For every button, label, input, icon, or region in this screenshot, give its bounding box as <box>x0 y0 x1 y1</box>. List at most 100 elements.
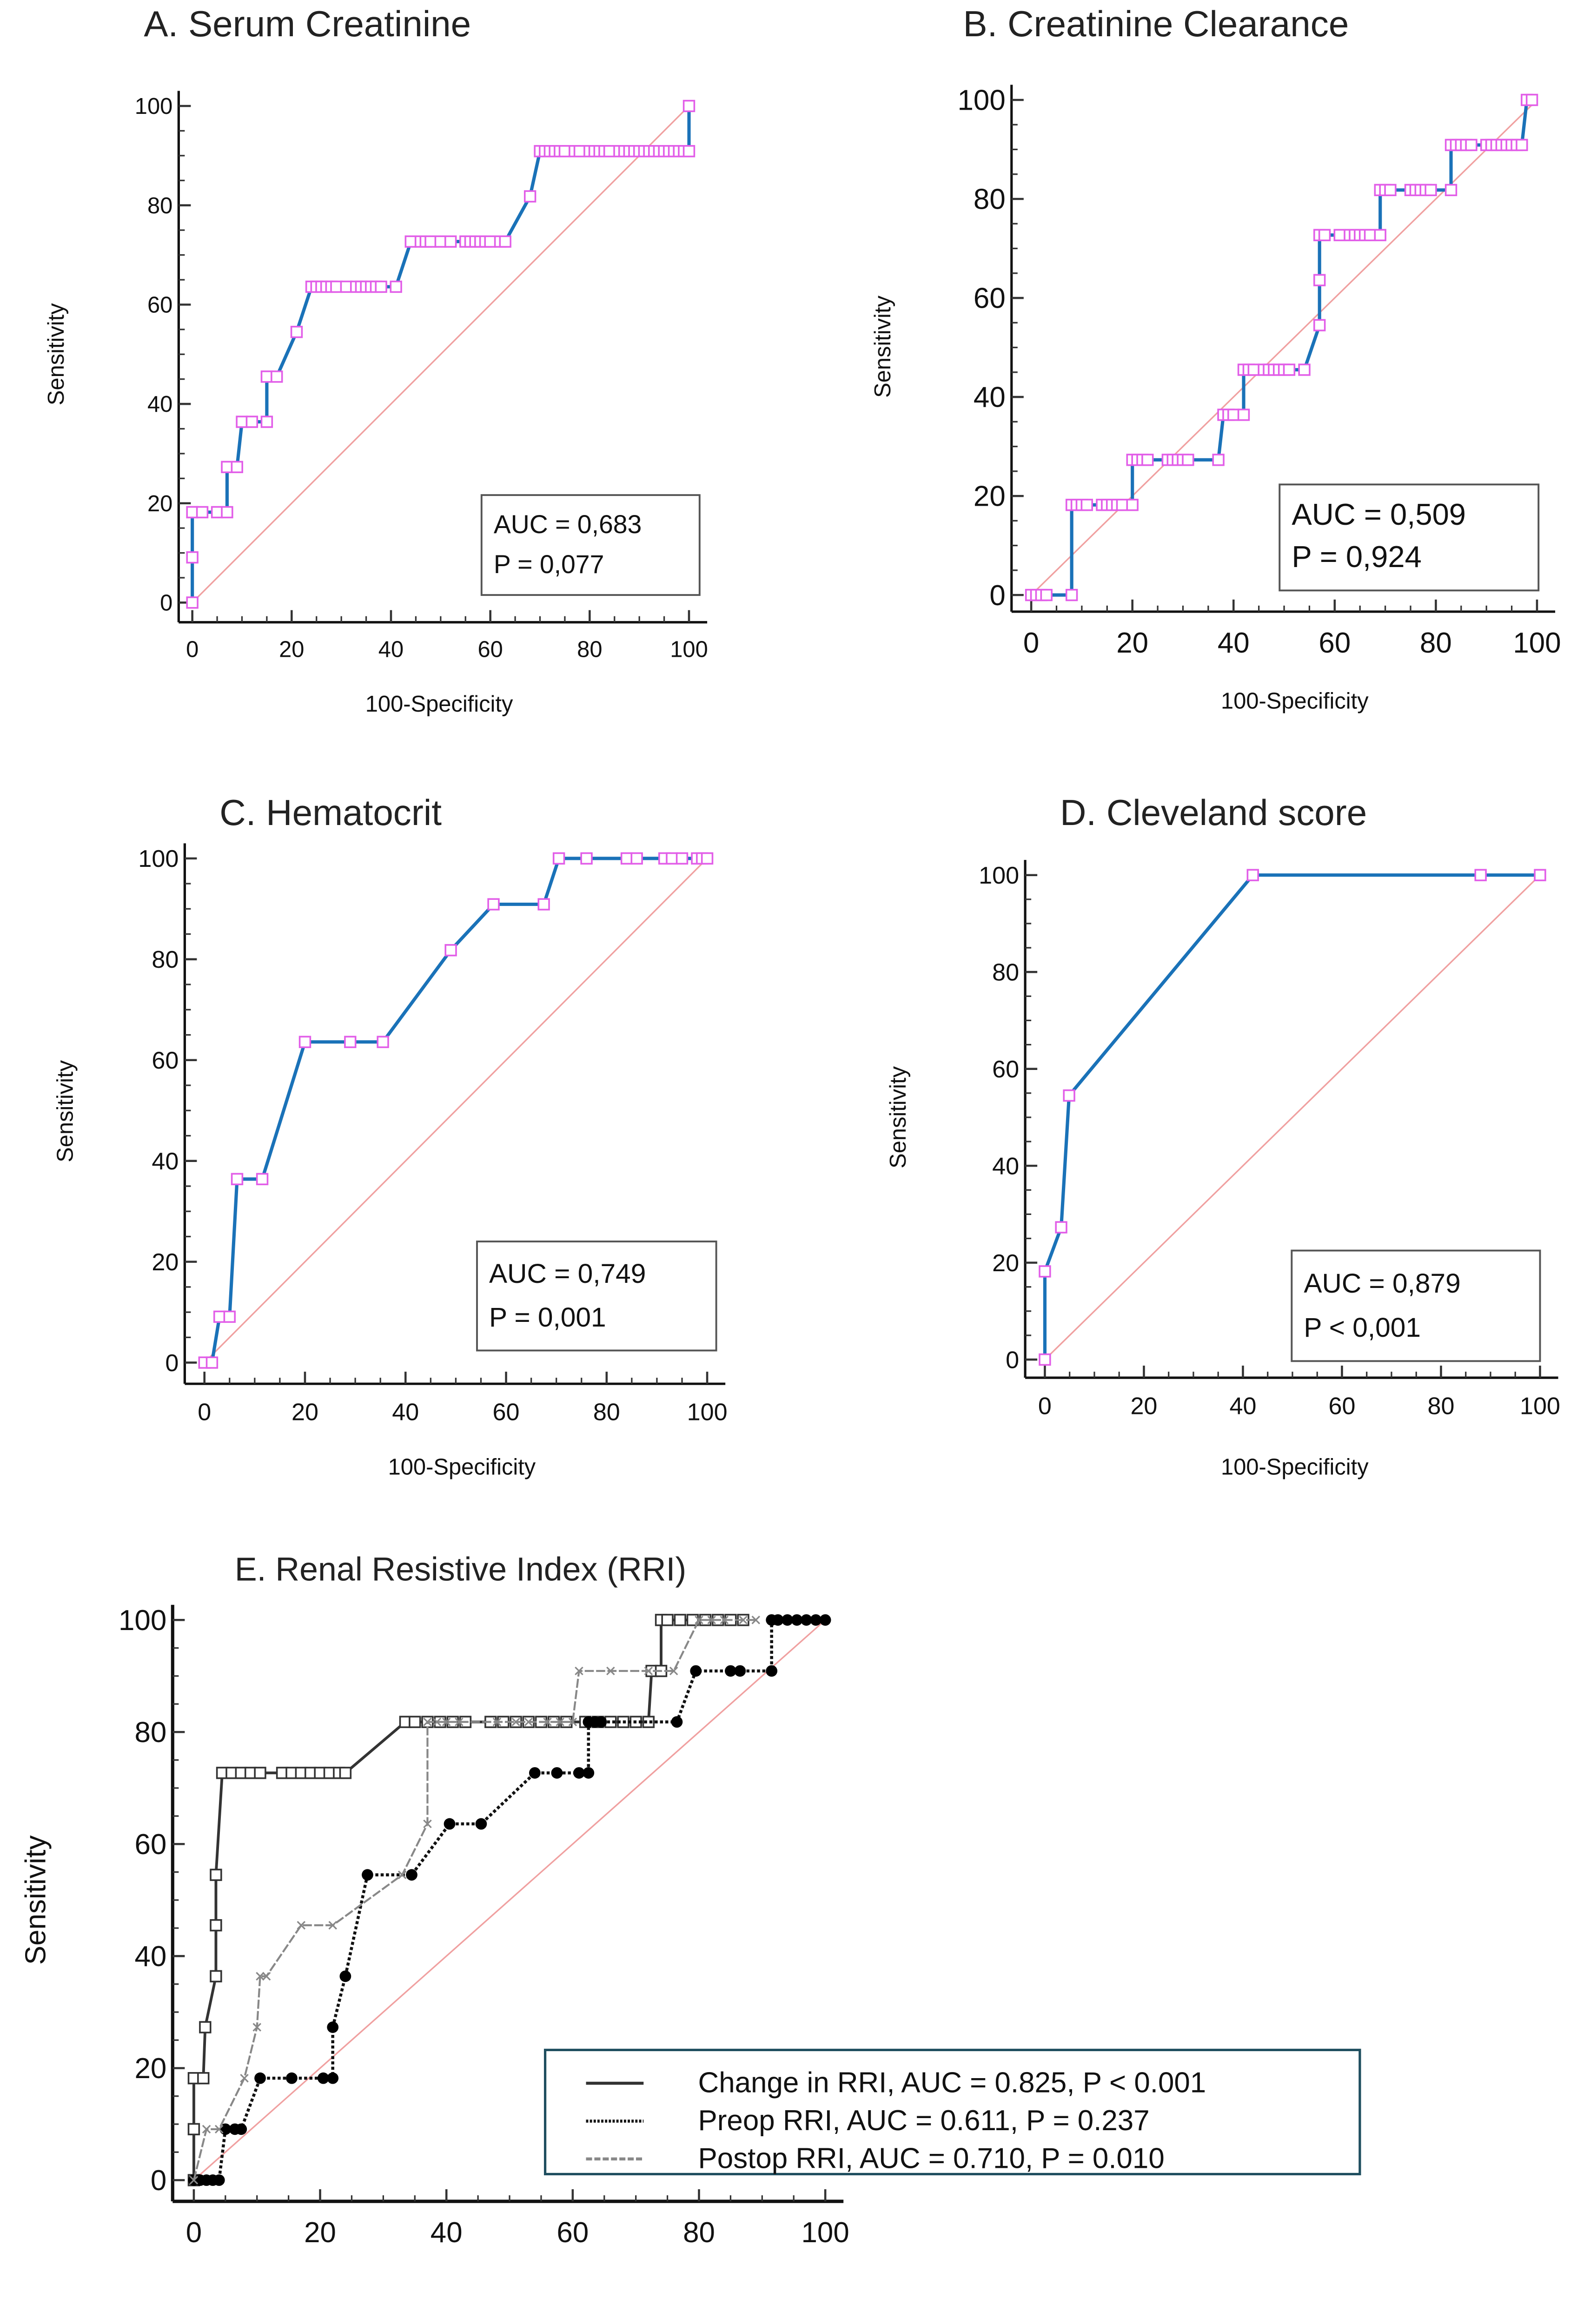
x-tick-label: 20 <box>1116 627 1148 659</box>
data-point-marker <box>1283 363 1296 376</box>
data-point-marker <box>739 1616 748 1624</box>
markers <box>1025 93 1538 601</box>
x-tick-label: 0 <box>1023 627 1039 659</box>
data-point-marker <box>568 1717 577 1726</box>
data-point-marker <box>1313 274 1326 286</box>
x-tick-label: 80 <box>577 637 602 662</box>
data-point-marker <box>523 190 537 203</box>
auc-annotation-box <box>480 494 701 596</box>
x-tick-label: 20 <box>1130 1393 1157 1419</box>
data-point-marker <box>1039 1265 1051 1278</box>
axes: 0 20 40 60 80 100 0 20 40 60 80 100 <box>138 843 728 1426</box>
data-point-marker <box>398 1870 407 1879</box>
markers <box>189 1616 761 2185</box>
data-point-marker <box>186 596 199 609</box>
x-axis-label: 100-Specificity <box>388 1455 536 1480</box>
y-tick-label: 40 <box>147 392 172 417</box>
x-tick-label: 0 <box>1038 1393 1052 1419</box>
data-point-marker <box>196 506 209 519</box>
data-point-marker <box>819 1614 831 1626</box>
data-point-marker <box>455 1717 464 1726</box>
chart-title: D. Cleveland score <box>1060 792 1367 833</box>
auc-value: AUC = 0,509 <box>1292 497 1466 531</box>
data-point-marker <box>666 852 678 865</box>
markers <box>186 99 696 609</box>
data-point-marker <box>1182 454 1194 466</box>
x-axis-label: 100-Specificity <box>1221 688 1369 713</box>
y-tick-label: 80 <box>992 959 1019 986</box>
y-tick-label: 60 <box>147 292 172 317</box>
data-point-marker <box>603 145 616 158</box>
x-tick-label: 60 <box>556 2217 589 2249</box>
data-point-marker <box>620 852 633 865</box>
x-tick-label: 60 <box>1328 1393 1355 1419</box>
data-point-marker <box>444 944 457 957</box>
y-tick-label: 0 <box>989 580 1005 612</box>
data-point-marker <box>213 2174 225 2186</box>
data-point-marker <box>801 1614 812 1626</box>
data-point-marker <box>202 2125 211 2134</box>
legend-entry-label: Postop RRI, AUC = 0.710, P = 0.010 <box>698 2142 1165 2174</box>
x-axis-label: 100-Specificity <box>365 692 513 717</box>
data-point-marker <box>552 852 565 865</box>
x-tick-label: 100 <box>687 1399 728 1426</box>
data-point-marker <box>339 1767 352 1779</box>
data-point-marker <box>492 1717 502 1726</box>
x-tick-label: 60 <box>477 637 503 662</box>
data-point-marker <box>595 1716 607 1728</box>
x-tick-label: 60 <box>493 1399 520 1426</box>
panel-cleveland-score: D. Cleveland score Sensitivity 100-Speci… <box>886 792 1560 1479</box>
y-axis-label: Sensitivity <box>20 1835 52 1965</box>
data-point-marker <box>327 2021 339 2033</box>
legend: Change in RRI, AUC = 0.825, P < 0.001 Pre… <box>543 2048 1361 2176</box>
data-point-marker <box>254 1767 266 1779</box>
data-point-marker <box>262 1972 271 1981</box>
data-point-marker <box>210 1868 222 1881</box>
y-tick-label: 20 <box>147 491 172 516</box>
y-axis-label: Sensitivity <box>53 1060 78 1162</box>
data-point-marker <box>734 1665 746 1677</box>
data-point-marker <box>210 1919 222 1932</box>
data-point-marker <box>406 1869 417 1881</box>
data-point-marker <box>720 1616 729 1624</box>
data-point-marker <box>1313 319 1326 331</box>
data-point-marker <box>1116 499 1129 511</box>
data-point-marker <box>424 235 437 248</box>
auc-annotation-box <box>1291 1249 1541 1362</box>
x-tick-label: 100 <box>1513 627 1561 659</box>
auc-annotation-box <box>1279 483 1540 592</box>
x-tick-label: 0 <box>186 637 199 662</box>
data-point-marker <box>211 506 224 519</box>
data-point-marker <box>187 2123 200 2136</box>
auc-value: AUC = 0,879 <box>1304 1268 1460 1299</box>
legend-box <box>543 2048 1361 2176</box>
data-point-marker <box>327 2072 339 2084</box>
data-point-marker <box>484 235 497 248</box>
data-point-marker <box>444 1818 456 1830</box>
data-point-marker <box>330 280 343 293</box>
chart-title: C. Hematocrit <box>219 792 442 833</box>
data-point-marker <box>674 1614 686 1626</box>
data-point-marker <box>583 1767 595 1779</box>
data-point-marker <box>1444 184 1458 197</box>
data-point-marker <box>1374 229 1386 241</box>
x-tick-label: 100 <box>1520 1393 1560 1419</box>
panel-creatinine-clearance: B. Creatinine Clearance Sensitivity 100-… <box>870 3 1561 713</box>
legend-entry-label: Change in RRI, AUC = 0.825, P < 0.001 <box>698 2067 1206 2099</box>
data-point-marker <box>524 1717 533 1726</box>
data-point-marker <box>707 1616 716 1624</box>
data-point-marker <box>682 99 696 112</box>
x-tick-label: 40 <box>378 637 404 662</box>
data-point-marker <box>642 1716 655 1728</box>
data-point-marker <box>186 506 199 519</box>
data-point-marker <box>260 370 273 383</box>
data-point-marker <box>390 280 402 293</box>
data-point-marker <box>197 2072 210 2085</box>
y-tick-label: 40 <box>992 1153 1019 1180</box>
x-tick-label: 40 <box>1229 1393 1256 1419</box>
data-point-marker <box>1516 139 1528 152</box>
data-point-marker <box>575 1666 583 1676</box>
chart-title: B. Creatinine Clearance <box>963 3 1349 44</box>
y-tick-label: 80 <box>134 1717 166 1749</box>
